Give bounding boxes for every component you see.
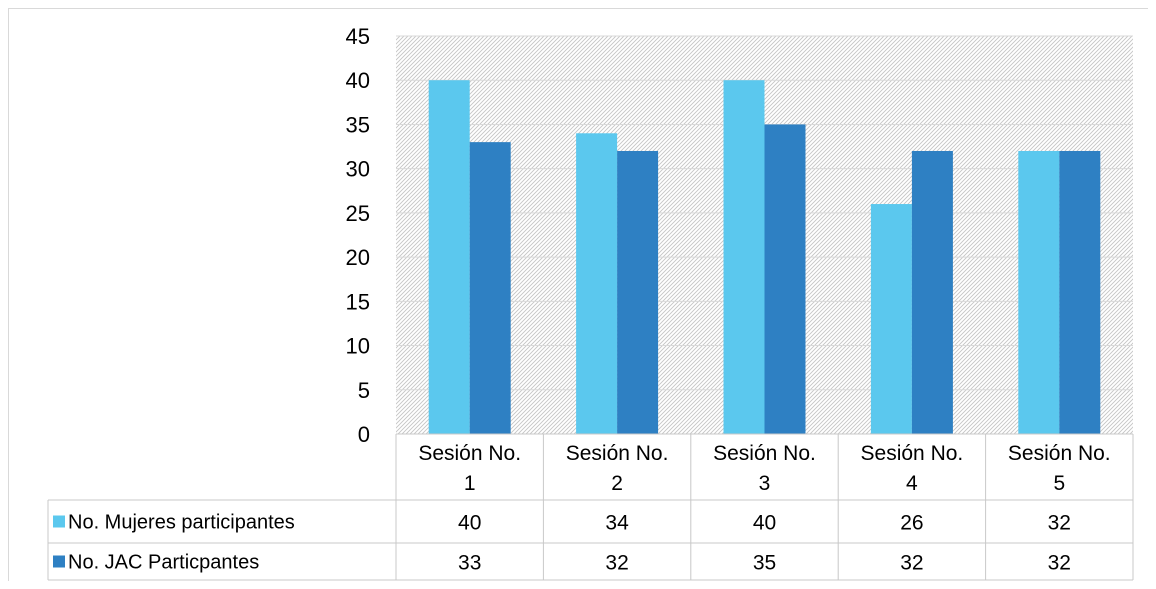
category-label-line2: 5 — [1053, 472, 1065, 495]
bar-jac-1 — [469, 142, 511, 434]
bar-jac-4 — [911, 150, 953, 434]
data-label: 40 — [458, 512, 481, 535]
y-axis: 0 5 10 15 20 25 30 35 40 45 — [346, 24, 370, 447]
y-tick-label: 25 — [346, 201, 370, 226]
bar-jac-5 — [1059, 150, 1101, 434]
bar-mujeres-2 — [576, 133, 618, 435]
chart-frame — [8, 8, 1148, 581]
y-tick-label: 5 — [358, 378, 370, 403]
bar-mujeres-5 — [1018, 150, 1060, 434]
data-label: 40 — [753, 512, 776, 535]
y-tick-label: 45 — [346, 24, 370, 49]
data-label: 32 — [1048, 552, 1071, 575]
y-tick-label: 20 — [346, 245, 370, 270]
bar-mujeres-1 — [428, 80, 470, 434]
y-tick-label: 40 — [346, 68, 370, 93]
y-tick-label: 35 — [346, 112, 370, 137]
category-label-line1: Sesión No. — [1008, 442, 1111, 465]
data-label: 32 — [1048, 512, 1071, 535]
bar-jac-2 — [617, 150, 659, 434]
y-tick-label: 10 — [346, 334, 370, 359]
category-label-line2: 3 — [759, 472, 771, 495]
data-label: 35 — [753, 552, 776, 575]
data-table: Sesión No. 1 Sesión No. 2 Sesión No. 3 Sesión … — [47, 433, 1134, 581]
series-label-2: No. JAC Particpantes — [68, 552, 259, 574]
category-label-line2: 1 — [464, 472, 476, 495]
bar-mujeres-4 — [870, 204, 912, 434]
y-tick-label: 15 — [346, 289, 370, 314]
data-label: 32 — [900, 552, 923, 575]
data-label: 32 — [605, 552, 628, 575]
category-label-line2: 4 — [906, 472, 918, 495]
bar-jac-3 — [764, 124, 806, 434]
legend-swatch-1 — [53, 515, 65, 528]
bars — [428, 80, 1101, 435]
data-label: 33 — [458, 552, 481, 575]
bar-mujeres-3 — [723, 80, 765, 434]
data-label: 34 — [605, 512, 629, 535]
category-label-line2: 2 — [611, 472, 623, 495]
category-label-line1: Sesión No. — [861, 442, 964, 465]
legend-swatch-2 — [53, 555, 65, 568]
category-label-line1: Sesión No. — [566, 442, 669, 465]
y-tick-label: 30 — [346, 157, 370, 182]
data-label: 26 — [900, 512, 923, 535]
category-label-line1: Sesión No. — [713, 442, 816, 465]
category-label-line1: Sesión No. — [418, 442, 521, 465]
y-tick-label: 0 — [358, 422, 370, 447]
series-label-1: No. Mujeres participantes — [68, 512, 295, 534]
